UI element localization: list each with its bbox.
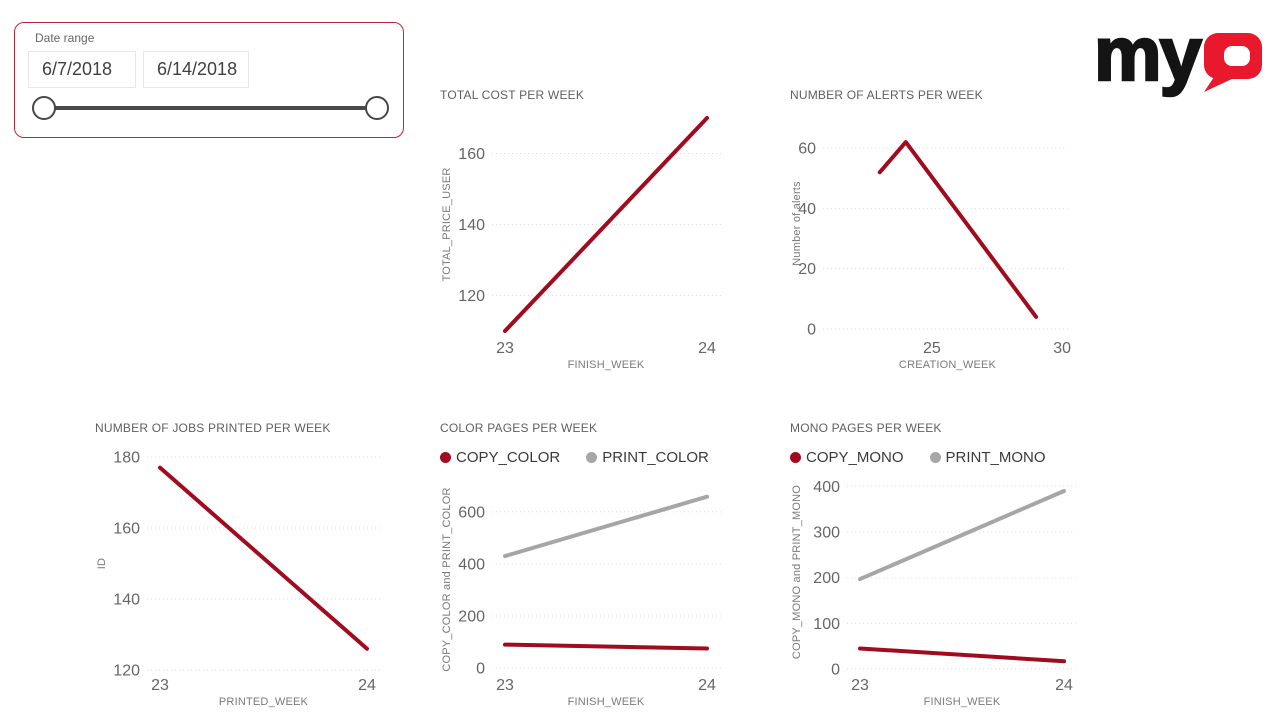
y-tick-label: 180 xyxy=(113,450,140,467)
y-tick-label: 400 xyxy=(458,556,485,573)
y-tick-label: 300 xyxy=(813,525,840,542)
x-tick-label: 30 xyxy=(1053,340,1071,357)
y-tick-label: 200 xyxy=(813,570,840,587)
chart-number-of-alerts-per-week: NUMBER OF ALERTS PER WEEK 0 20 40 60 25 30 CRE… xyxy=(790,85,1090,381)
date-slider-track[interactable] xyxy=(43,106,377,110)
series-line-id[interactable] xyxy=(158,465,369,651)
chart-title: NUMBER OF ALERTS PER WEEK xyxy=(790,88,983,102)
legend-dot-icon xyxy=(586,452,598,463)
legend-dot-icon xyxy=(929,452,941,463)
legend-dot-icon xyxy=(790,452,801,463)
line-chart[interactable]: 0 100 200 300 400 23 24 FINISH_WEEK COPY_MONO an… xyxy=(790,475,1086,715)
y-tick-label: 140 xyxy=(113,592,140,609)
logo-q-icon xyxy=(1204,33,1262,92)
y-tick-label: 40 xyxy=(798,201,816,218)
x-tick-label: 23 xyxy=(496,677,514,694)
legend-item-copy-mono[interactable]: COPY_MONO xyxy=(790,449,904,466)
y-tick-label: 160 xyxy=(458,146,485,163)
myq-logo: my xyxy=(1093,11,1268,100)
start-date-input[interactable] xyxy=(28,51,136,88)
legend-dot-icon xyxy=(440,452,451,463)
legend-item-copy-color[interactable]: COPY_COLOR xyxy=(440,449,560,466)
x-axis-title: FINISH_WEEK xyxy=(568,359,645,371)
series-line-copy-mono[interactable] xyxy=(858,646,1066,664)
y-tick-label: 160 xyxy=(113,521,140,538)
series-line-copy-color[interactable] xyxy=(503,642,709,651)
myq-logo-graphic: my xyxy=(1093,11,1262,98)
x-tick-label: 25 xyxy=(923,340,941,357)
x-tick-label: 24 xyxy=(698,340,716,357)
y-tick-label: 600 xyxy=(458,504,485,521)
series-line-print-color[interactable] xyxy=(503,494,709,559)
series-line-number-of-alerts[interactable] xyxy=(877,140,1039,319)
series-line-total-price-user[interactable] xyxy=(503,116,709,333)
legend-label: PRINT_COLOR xyxy=(602,449,709,466)
legend-item-print-color[interactable]: PRINT_COLOR xyxy=(586,449,709,466)
chart-total-cost-per-week: TOTAL COST PER WEEK 120 140 160 23 24 FINISH_… xyxy=(440,85,740,381)
x-tick-label: 24 xyxy=(1055,677,1073,694)
x-axis-title: FINISH_WEEK xyxy=(924,696,1001,708)
y-tick-label: 0 xyxy=(807,322,816,339)
logo-text-my: my xyxy=(1096,16,1202,97)
y-axis-title: COPY_COLOR and PRINT_COLOR xyxy=(441,487,453,671)
legend-label: PRINT_MONO xyxy=(945,449,1046,466)
y-axis-title: TOTAL_PRICE_USER xyxy=(441,167,453,281)
y-tick-label: 20 xyxy=(798,261,816,278)
y-tick-label: 400 xyxy=(813,479,840,496)
chart-color-pages-per-week: COLOR PAGES PER WEEK COPY_COLOR PRINT_COL… xyxy=(440,418,740,715)
date-slider-handle-start[interactable] xyxy=(32,96,56,120)
chart-title: COLOR PAGES PER WEEK xyxy=(440,421,598,435)
line-chart[interactable]: 120 140 160 180 23 24 PRINTED_WEEK ID xyxy=(95,436,389,718)
x-tick-label: 24 xyxy=(698,677,716,694)
line-chart[interactable]: 120 140 160 23 24 FINISH_WEEK TOTAL_PRICE_USER xyxy=(440,103,732,381)
end-date-input[interactable] xyxy=(143,51,249,88)
y-tick-label: 120 xyxy=(458,288,485,305)
chart-number-of-jobs-printed-per-week: NUMBER OF JOBS PRINTED PER WEEK 120 140 16… xyxy=(95,418,395,718)
y-tick-label: 60 xyxy=(798,141,816,158)
chart-title: TOTAL COST PER WEEK xyxy=(440,88,585,102)
y-tick-label: 0 xyxy=(476,661,485,678)
date-range-slicer[interactable]: Date range xyxy=(14,22,404,138)
legend-item-print-mono[interactable]: PRINT_MONO xyxy=(929,449,1046,466)
legend-label: COPY_COLOR xyxy=(456,449,561,466)
chart-legend: COPY_COLOR PRINT_COLOR xyxy=(440,436,740,475)
x-tick-label: 23 xyxy=(151,677,169,694)
x-axis-title: FINISH_WEEK xyxy=(568,696,645,708)
y-tick-label: 0 xyxy=(831,662,840,679)
x-tick-label: 23 xyxy=(851,677,869,694)
slicer-title: Date range xyxy=(35,31,95,45)
y-axis-title: COPY_MONO and PRINT_MONO xyxy=(791,485,803,659)
chart-title: MONO PAGES PER WEEK xyxy=(790,421,942,435)
x-tick-label: 23 xyxy=(496,340,514,357)
y-tick-label: 200 xyxy=(458,608,485,625)
legend-label: COPY_MONO xyxy=(806,449,904,466)
y-tick-label: 100 xyxy=(813,616,840,633)
y-tick-label: 140 xyxy=(458,217,485,234)
chart-legend: COPY_MONO PRINT_MONO xyxy=(790,436,1090,475)
series-line-print-mono[interactable] xyxy=(858,488,1066,582)
chart-mono-pages-per-week: MONO PAGES PER WEEK COPY_MONO PRINT_MONO … xyxy=(790,418,1090,715)
line-chart[interactable]: 0 20 40 60 25 30 CREATION_WEEK Number of alerts xyxy=(790,103,1082,381)
x-axis-title: CREATION_WEEK xyxy=(899,359,997,371)
y-axis-title: ID xyxy=(96,558,108,569)
x-tick-label: 24 xyxy=(358,677,376,694)
line-chart[interactable]: 0 200 400 600 23 24 FINISH_WEEK COPY_COLOR and … xyxy=(440,475,734,715)
date-slider-handle-end[interactable] xyxy=(365,96,389,120)
y-axis-title: Number of alerts xyxy=(791,181,803,266)
x-axis-title: PRINTED_WEEK xyxy=(219,696,309,708)
chart-title: NUMBER OF JOBS PRINTED PER WEEK xyxy=(95,421,331,435)
y-tick-label: 120 xyxy=(113,663,140,680)
